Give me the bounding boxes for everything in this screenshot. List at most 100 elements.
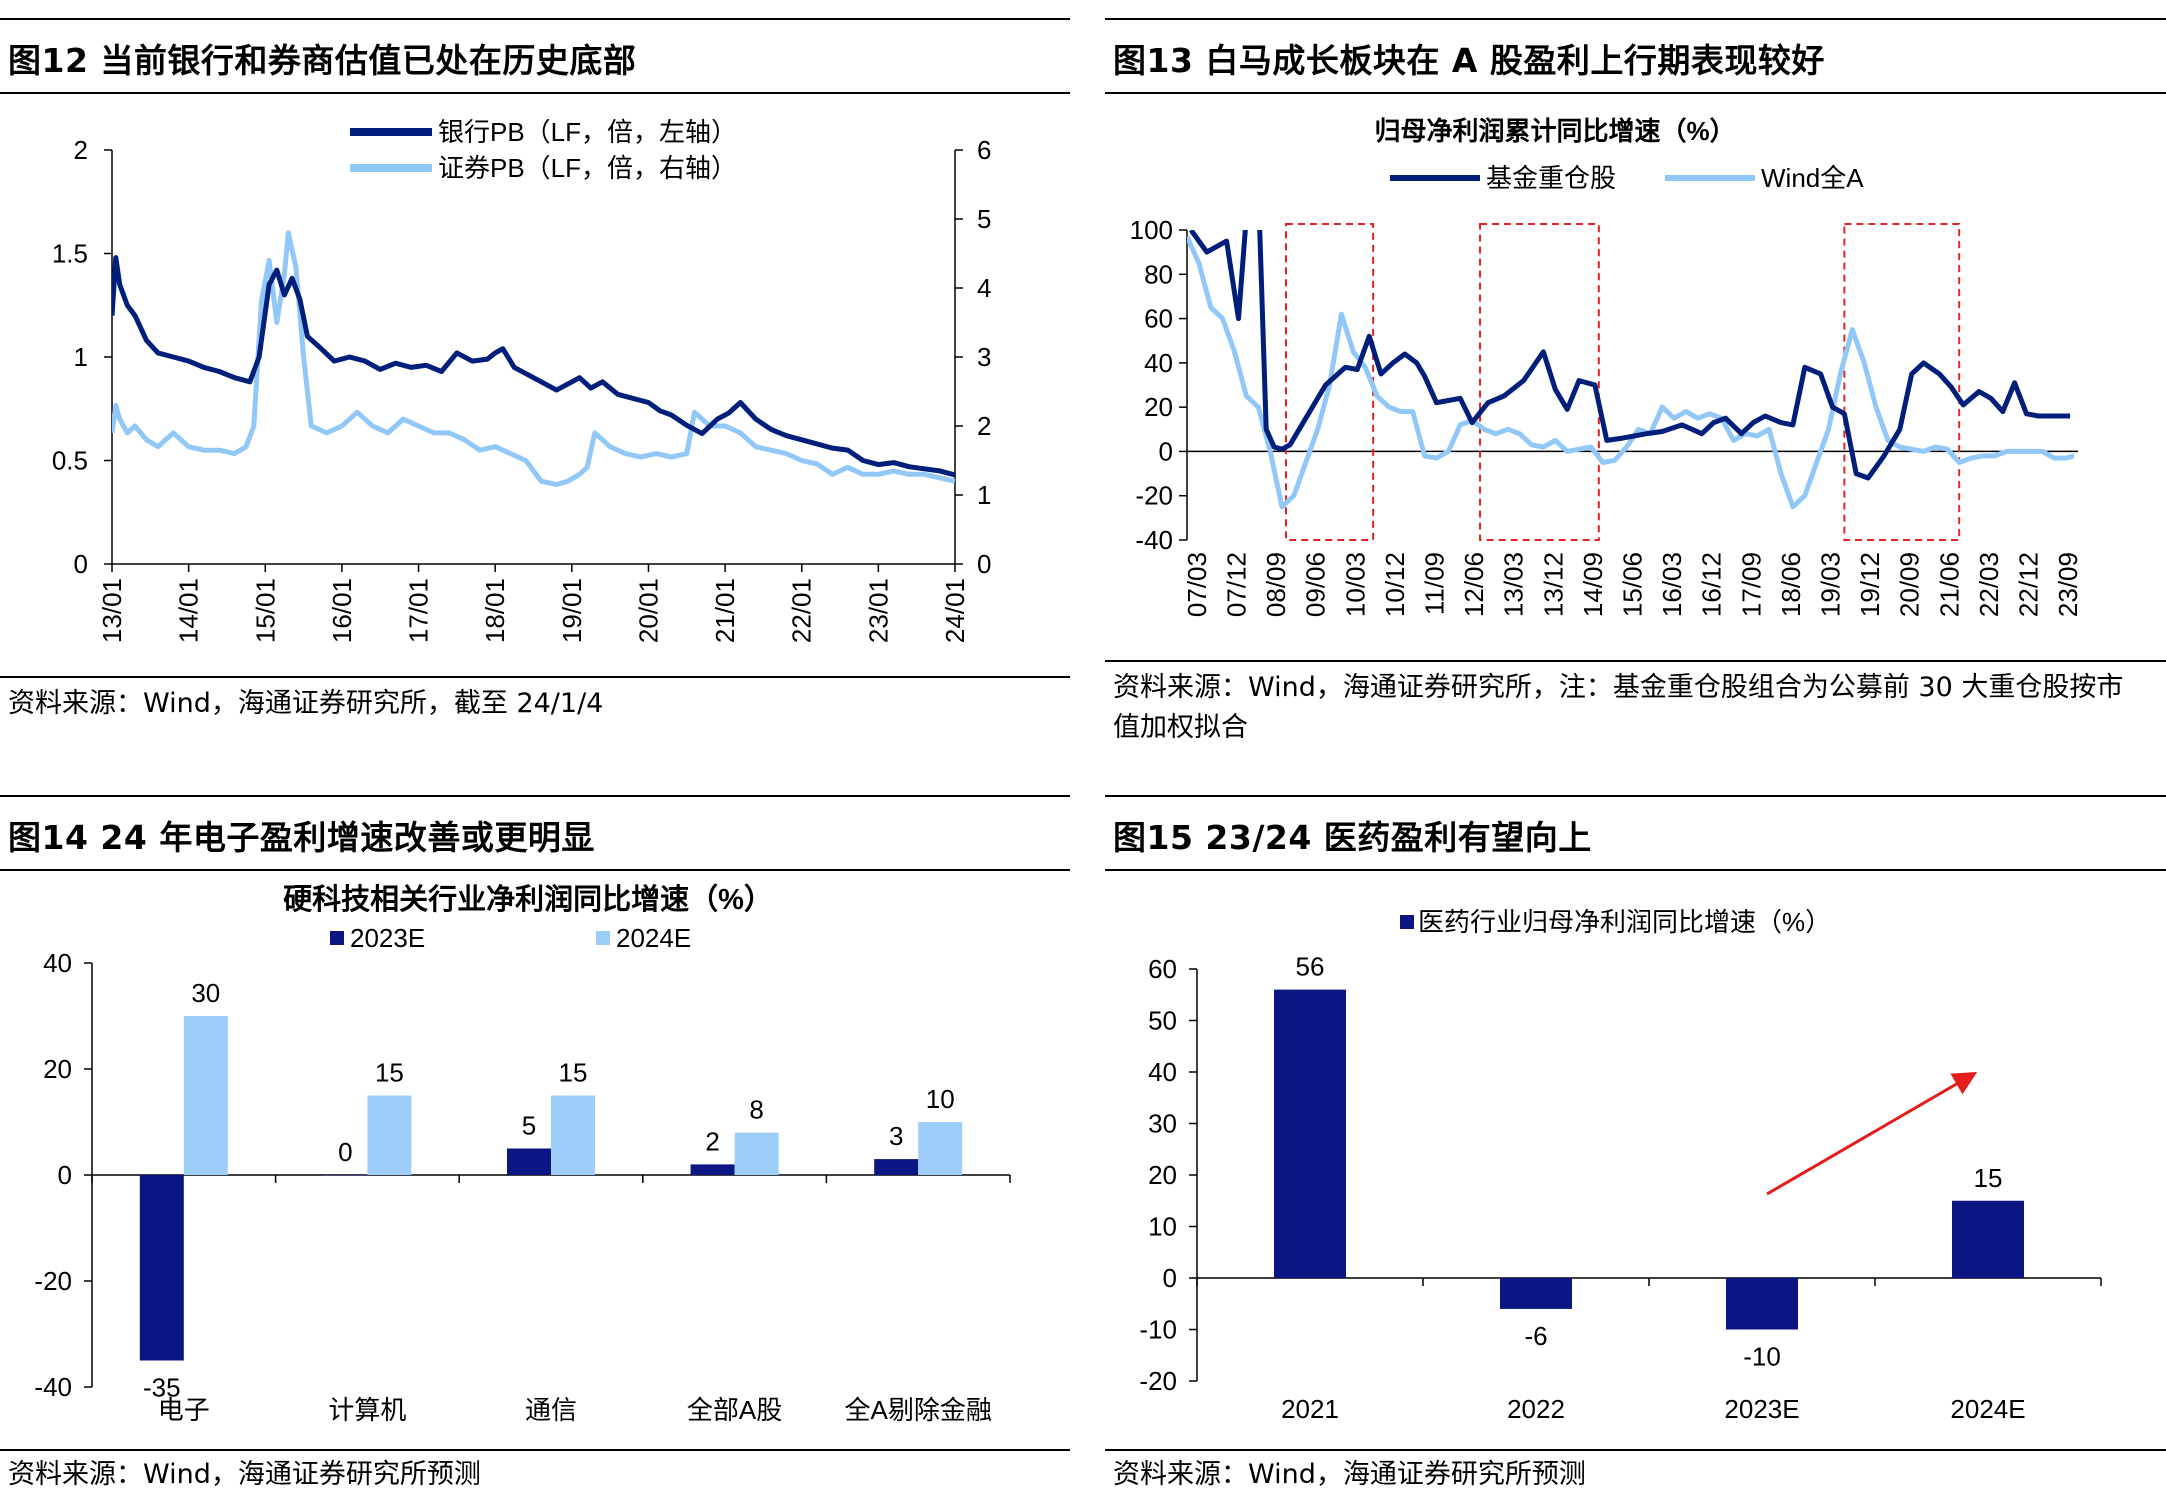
- x-tick-label: 16/03: [1657, 552, 1687, 617]
- data-label: 3: [889, 1121, 903, 1151]
- bar: [734, 1132, 779, 1175]
- y-tick-label-left: 0: [74, 549, 88, 579]
- y-tick-label: 20: [43, 1054, 72, 1084]
- bar: [367, 1095, 412, 1175]
- y-tick-label-right: 2: [977, 411, 991, 441]
- panel-title: 图12 当前银行和券商估值已处在历史底部: [8, 41, 637, 80]
- x-tick-label: 21/01: [710, 578, 740, 643]
- bar: [874, 1159, 919, 1175]
- data-label: 2: [705, 1126, 719, 1156]
- y-tick-label: -20: [34, 1266, 72, 1296]
- x-tick-label: 18/01: [480, 578, 510, 643]
- x-tick-label: 13/03: [1499, 552, 1529, 617]
- source-bar: 资料来源：Wind，海通证券研究所预测: [1105, 1449, 2166, 1490]
- x-tick-label: 11/09: [1420, 552, 1450, 615]
- x-tick-label: 21/06: [1934, 552, 1964, 617]
- x-tick-label: 12/06: [1459, 552, 1489, 617]
- legend-label: 2024E: [616, 923, 691, 953]
- bar: [183, 1016, 228, 1175]
- y-tick-label: 40: [1148, 1057, 1177, 1087]
- y-tick-label: -40: [34, 1372, 72, 1402]
- series-line-bank-pb: [112, 255, 955, 478]
- bar: [1274, 989, 1346, 1278]
- y-tick-label: 80: [1144, 259, 1173, 289]
- data-label: 15: [559, 1058, 588, 1088]
- bar: [139, 1175, 184, 1361]
- panel-title: 图14 24 年电子盈利增速改善或更明显: [8, 818, 595, 857]
- y-tick-label: 10: [1148, 1212, 1177, 1242]
- x-tick-label: 22/01: [787, 578, 817, 643]
- source-bar: 资料来源：Wind，海通证券研究所，注：基金重仓股组合为公募前 30 大重仓股按…: [1105, 660, 2166, 743]
- data-label: 8: [749, 1095, 763, 1125]
- data-label: 56: [1296, 952, 1325, 982]
- data-label: 10: [926, 1084, 955, 1114]
- x-tick-label: 14/01: [174, 578, 204, 643]
- chart-fig14: 硬科技相关行业净利润同比增速（%）2023E 2024E40200-20-40电子…: [34, 882, 1011, 1425]
- x-tick-label: 17/09: [1736, 552, 1766, 617]
- chart-fig12: 0 0.5 1 1.5 2 0 1 2 3 4 5 6 13/01 14/01 15/01 16/01 17/0…: [52, 117, 992, 643]
- x-tick-label: 20/09: [1895, 552, 1925, 617]
- panel-header: 图14 24 年电子盈利增速改善或更明显: [0, 795, 1070, 871]
- data-label: -35: [143, 1373, 181, 1403]
- source-note: 资料来源：Wind，海通证券研究所，截至 24/1/4: [8, 688, 604, 719]
- panel-header: 图13 白马成长板块在 A 股盈利上行期表现较好: [1105, 18, 2166, 94]
- panel-title: 图13 白马成长板块在 A 股盈利上行期表现较好: [1113, 41, 1825, 80]
- x-tick-label: 15/06: [1618, 552, 1648, 617]
- data-label: 0: [338, 1137, 352, 1167]
- x-tick-label: 17/01: [404, 578, 434, 643]
- chart-fig15: 医药行业归母净利润同比增速（%） 60 50 40 30 20 10 0 -10 -20 2021 5…: [1139, 907, 2102, 1424]
- y-tick-label: 60: [1148, 954, 1177, 984]
- y-tick-label-left: 1.5: [52, 239, 88, 269]
- series-line-broker-pb: [112, 230, 955, 488]
- category-label: 通信: [525, 1395, 577, 1425]
- chart-title: 硬科技相关行业净利润同比增速（%）: [283, 882, 773, 916]
- data-label: -10: [1743, 1342, 1781, 1372]
- panel-header: 图12 当前银行和券商估值已处在历史底部: [0, 18, 1070, 94]
- x-tick-label: 18/06: [1776, 552, 1806, 617]
- series-line-wind-all-a: [1187, 235, 2075, 510]
- x-tick-label: 19/03: [1816, 552, 1846, 617]
- x-tick-label: 19/12: [1855, 552, 1885, 617]
- category-label: 2023E: [1724, 1394, 1799, 1424]
- x-tick-label: 19/01: [557, 578, 587, 643]
- legend-swatch: [596, 931, 610, 945]
- legend-label: 医药行业归母净利润同比增速（%）: [1418, 907, 1831, 937]
- bar: [323, 1175, 368, 1176]
- y-tick-label: -10: [1139, 1315, 1177, 1345]
- series-line-fund-holdings: [1188, 230, 2071, 481]
- data-label: 5: [522, 1111, 536, 1141]
- y-tick-label-right: 3: [977, 342, 991, 372]
- bar: [1500, 1278, 1572, 1309]
- category-label: 电子: [158, 1395, 210, 1425]
- panel-fig14: 图14 24 年电子盈利增速改善或更明显 硬科技相关行业净利润同比增速（%） 20…: [0, 775, 1070, 1509]
- legend-swatch: [330, 931, 344, 945]
- legend-label: 2023E: [350, 923, 425, 953]
- y-tick-label: -20: [1139, 1366, 1177, 1396]
- x-tick-label: 13/12: [1538, 552, 1568, 617]
- chart-fig13: 归母净利润累计同比增速（%） 基金重仓股 Wind全A 100 80 60 40 20 0 -20…: [1130, 116, 2083, 617]
- x-tick-label: 23/09: [2053, 552, 2083, 617]
- panel-fig13: 图13 白马成长板块在 A 股盈利上行期表现较好 归母净利润累计同比增速（%） 基…: [1105, 0, 2166, 760]
- legend-label: 银行PB（LF，倍，左轴）: [438, 117, 737, 147]
- x-tick-label: 10/12: [1380, 552, 1410, 617]
- y-tick-label: 30: [1148, 1109, 1177, 1139]
- bar: [918, 1122, 963, 1175]
- y-tick-label: 0: [58, 1160, 72, 1190]
- y-tick-label-right: 1: [977, 480, 991, 510]
- source-bar: 资料来源：Wind，海通证券研究所，截至 24/1/4: [0, 676, 1070, 719]
- y-tick-label: 40: [1144, 348, 1173, 378]
- y-tick-label-right: 6: [977, 135, 991, 165]
- bar: [551, 1095, 595, 1175]
- y-tick-label: 50: [1148, 1006, 1177, 1036]
- data-label: 30: [191, 978, 220, 1008]
- y-tick-label: -40: [1135, 525, 1173, 555]
- bar: [1952, 1200, 2024, 1278]
- panel-fig12: 图12 当前银行和券商估值已处在历史底部 0 0.5 1 1.5 2 0 1 2 3 4 5 6 13/…: [0, 0, 1070, 740]
- x-tick-label: 08/09: [1261, 552, 1291, 617]
- y-tick-label-left: 0.5: [52, 446, 88, 476]
- chart-title: 归母净利润累计同比增速（%）: [1374, 116, 1735, 146]
- category-label: 2024E: [1950, 1394, 2025, 1424]
- x-tick-label: 22/03: [1974, 552, 2004, 617]
- data-label: 15: [375, 1058, 404, 1088]
- legend-label: Wind全A: [1761, 163, 1864, 193]
